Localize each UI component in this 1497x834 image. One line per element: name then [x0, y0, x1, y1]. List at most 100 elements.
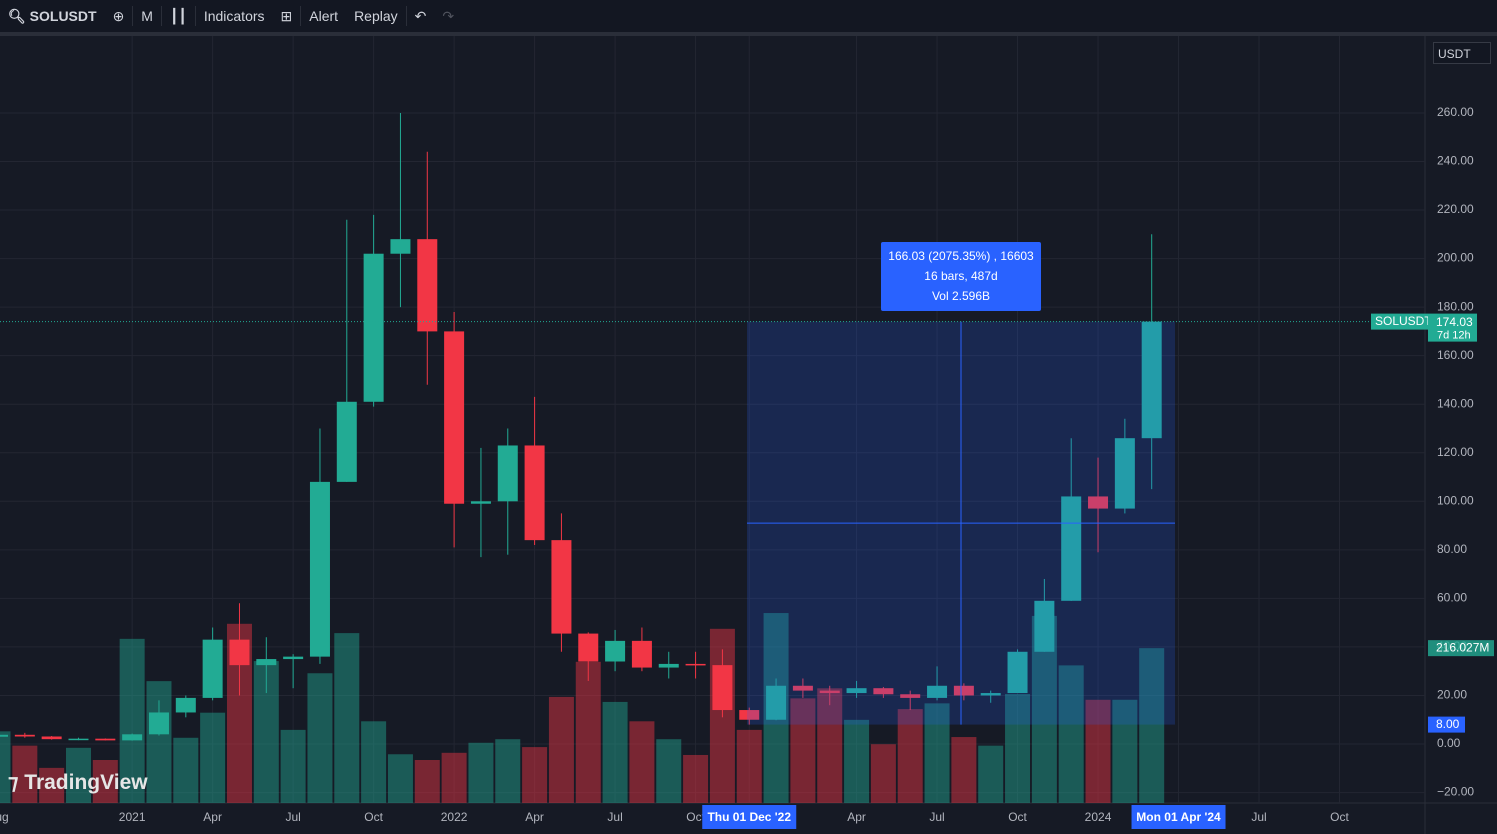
candle-body	[980, 693, 1001, 696]
candle-body	[0, 734, 8, 737]
candle-body	[336, 401, 357, 482]
volume-bar	[844, 719, 870, 803]
x-tick-label: Jul	[285, 810, 300, 824]
volume-bar	[1005, 694, 1031, 803]
volume-bar	[39, 767, 65, 803]
y-tick-label: 240.00	[1437, 154, 1474, 168]
candle-body	[175, 697, 196, 713]
symbol[interactable]: 🔍︎ SOLUSDT	[8, 7, 97, 24]
x-tick-label: Jul	[929, 810, 944, 824]
x-tick-label: Aug	[0, 810, 9, 824]
y-tick-label: −20.00	[1437, 785, 1474, 799]
measure-label	[881, 242, 1041, 311]
candle-body	[927, 685, 948, 698]
candle-body	[202, 639, 223, 698]
candle-body	[1141, 321, 1162, 439]
candle-body	[685, 663, 706, 666]
x-tick-label: Apr	[847, 810, 866, 824]
undo[interactable]: ↶	[414, 7, 427, 24]
candle-body	[658, 663, 679, 668]
countdown: 7d 12h	[1437, 330, 1471, 342]
x-tick-label: Thu 01 Dec '22	[707, 810, 791, 824]
candle-body	[256, 659, 277, 666]
indicators[interactable]: Indicators	[203, 8, 265, 24]
volume-bar	[173, 737, 199, 803]
measure-text: 166.03 (2075.35%) , 16603	[888, 249, 1034, 263]
volume-bar	[683, 754, 709, 803]
volume-bar	[92, 759, 118, 803]
candle-body	[497, 445, 518, 502]
volume-bar	[790, 698, 816, 803]
candle-body	[417, 239, 438, 332]
candle-body	[1007, 651, 1028, 694]
candle-body	[68, 738, 89, 741]
add-symbol[interactable]: ⊕	[112, 7, 125, 24]
candle-body	[283, 656, 304, 660]
volume-tag-text: 216.027M	[1436, 640, 1489, 654]
candle-body	[148, 712, 169, 735]
measure-price: 8.00	[1436, 717, 1460, 731]
symbol-tag	[1371, 313, 1428, 330]
volume-bar	[307, 673, 333, 803]
volume-bar	[495, 739, 521, 803]
x-tick-label: 2021	[119, 810, 146, 824]
candle-body	[819, 690, 840, 694]
y-tick-label: 220.00	[1437, 202, 1474, 216]
volume-bar	[575, 661, 601, 803]
y-tick-label: 100.00	[1437, 493, 1474, 507]
alert[interactable]: Alert	[309, 8, 339, 24]
watermark: ⁊ TradingView	[8, 771, 148, 794]
volume-bar	[602, 701, 628, 803]
x-tick-label: Jul	[1251, 810, 1266, 824]
y-tick-label: 200.00	[1437, 251, 1474, 265]
volume-bar	[1112, 699, 1138, 803]
y-tick-label: 80.00	[1437, 542, 1467, 556]
volume-bar	[0, 731, 11, 803]
candle-body	[229, 639, 250, 666]
currency[interactable]: USDT	[1433, 42, 1491, 64]
candle-body	[631, 640, 652, 668]
chart-type[interactable]: ┃┃	[169, 7, 187, 24]
candle-body	[41, 736, 62, 740]
replay[interactable]: Replay	[354, 8, 398, 24]
x-tick-label: Apr	[525, 810, 544, 824]
price-tag	[1428, 313, 1477, 342]
candle-body	[1034, 600, 1055, 652]
candle-body	[739, 710, 760, 720]
volume-bar	[736, 729, 762, 803]
interval[interactable]: M	[141, 8, 153, 24]
volume-bar	[1085, 699, 1111, 803]
layouts[interactable]: ⊞	[280, 7, 293, 24]
candle-body	[1088, 496, 1109, 509]
date-highlight	[1131, 805, 1226, 829]
y-tick-label: 60.00	[1437, 591, 1467, 605]
measure-text: Vol 2.596B	[932, 289, 990, 303]
candle-body	[712, 665, 733, 711]
measure-text: 16 bars, 487d	[924, 269, 997, 283]
x-tick-label: Jul	[607, 810, 622, 824]
volume-bar	[924, 703, 950, 803]
redo[interactable]: ↷	[442, 7, 455, 24]
price-tag	[1428, 716, 1465, 733]
volume-bar	[978, 745, 1004, 803]
candle-body	[900, 694, 921, 698]
volume-bar	[629, 721, 655, 803]
volume-bar	[548, 696, 574, 803]
volume-bar	[468, 742, 494, 803]
candle-body	[578, 633, 599, 662]
y-tick-label: 260.00	[1437, 105, 1474, 119]
symbol-tag-text: SOLUSDT	[1375, 314, 1432, 328]
candle-body	[1061, 496, 1082, 601]
candle-body	[873, 688, 894, 695]
candle-body	[792, 685, 813, 691]
volume-bar	[146, 681, 172, 803]
candle-body	[846, 688, 867, 694]
y-tick-label: 120.00	[1437, 445, 1474, 459]
y-tick-label: 20.00	[1437, 688, 1467, 702]
candle-body	[766, 685, 787, 720]
candle-body	[605, 640, 626, 662]
x-tick-label: Oct	[364, 810, 383, 824]
candle-body	[122, 734, 143, 741]
symbol-text: SOLUSDT	[29, 7, 97, 24]
